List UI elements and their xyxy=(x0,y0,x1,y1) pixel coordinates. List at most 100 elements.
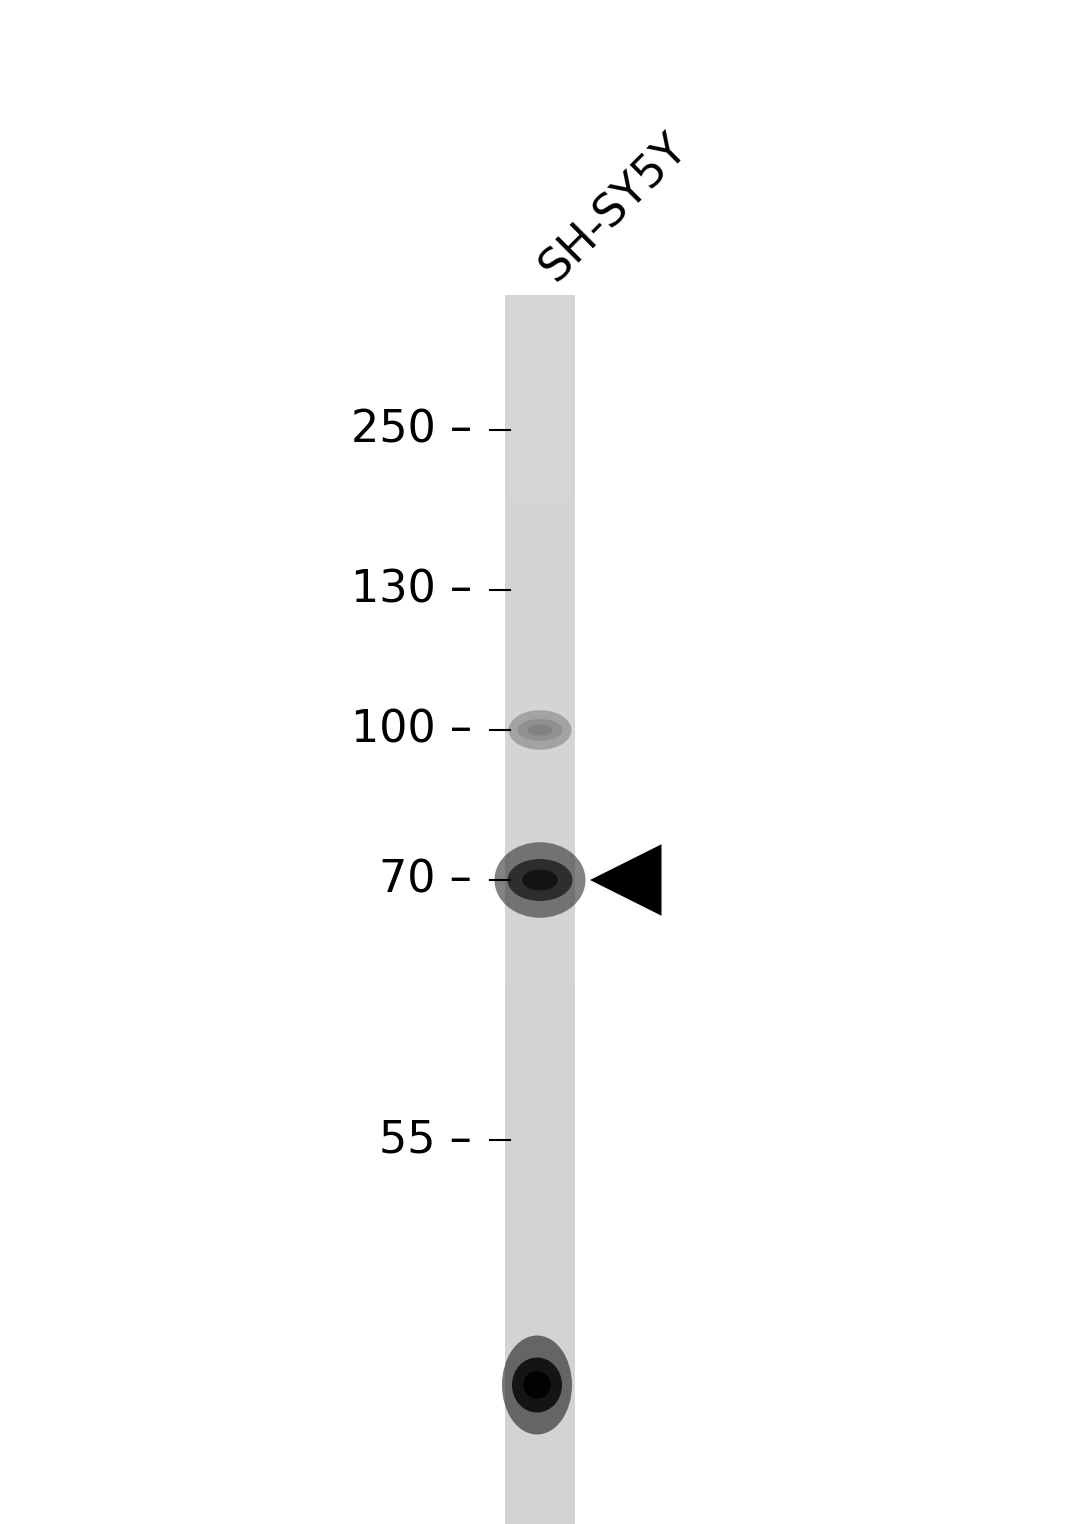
Bar xyxy=(505,296,575,1524)
Bar xyxy=(505,415,575,418)
Bar xyxy=(505,401,575,405)
Bar xyxy=(505,1381,575,1385)
Bar xyxy=(505,939,575,942)
Bar xyxy=(505,430,575,434)
Bar xyxy=(505,934,575,939)
Bar xyxy=(505,861,575,864)
Bar xyxy=(505,1262,575,1266)
Bar xyxy=(505,361,575,364)
Bar xyxy=(505,1135,575,1138)
Bar xyxy=(505,463,575,466)
Bar xyxy=(505,541,575,546)
Bar xyxy=(505,1356,575,1359)
Bar xyxy=(505,315,575,320)
Bar xyxy=(505,1053,575,1058)
Bar xyxy=(505,927,575,930)
Bar xyxy=(505,1148,575,1151)
Bar xyxy=(505,847,575,852)
Bar xyxy=(505,975,575,978)
Bar xyxy=(505,1119,575,1123)
Bar xyxy=(505,1451,575,1454)
Bar xyxy=(505,1209,575,1213)
Bar xyxy=(505,386,575,389)
Bar xyxy=(505,852,575,856)
Bar xyxy=(505,844,575,847)
Bar xyxy=(505,913,575,917)
Bar xyxy=(505,1007,575,1012)
Bar xyxy=(505,1393,575,1398)
Bar xyxy=(505,917,575,922)
Bar xyxy=(505,959,575,963)
Bar xyxy=(505,1323,575,1327)
Bar xyxy=(505,1410,575,1413)
Bar xyxy=(505,796,575,799)
Bar xyxy=(505,1172,575,1177)
Bar xyxy=(505,1250,575,1254)
Bar xyxy=(505,1512,575,1516)
Bar xyxy=(505,1504,575,1507)
Bar xyxy=(505,1332,575,1335)
Bar xyxy=(505,1490,575,1495)
Bar xyxy=(505,643,575,648)
Bar xyxy=(505,1044,575,1049)
Bar xyxy=(505,1213,575,1216)
Bar xyxy=(505,1131,575,1135)
Bar xyxy=(505,1138,575,1143)
Bar xyxy=(505,721,575,725)
Bar xyxy=(505,565,575,570)
Bar xyxy=(505,1315,575,1320)
Bar xyxy=(505,1196,575,1201)
Bar xyxy=(505,701,575,704)
Bar xyxy=(505,364,575,369)
Bar xyxy=(505,1073,575,1077)
Bar xyxy=(505,971,575,975)
Bar xyxy=(505,520,575,524)
Bar xyxy=(505,655,575,660)
Bar xyxy=(505,373,575,376)
Bar xyxy=(505,1180,575,1184)
Ellipse shape xyxy=(494,843,586,917)
Bar xyxy=(505,1020,575,1024)
Bar xyxy=(505,549,575,553)
Bar xyxy=(505,597,575,602)
Bar xyxy=(505,1032,575,1036)
Bar xyxy=(505,1266,575,1269)
Bar xyxy=(505,1385,575,1388)
Bar xyxy=(505,1254,575,1257)
Bar xyxy=(505,1216,575,1221)
Bar xyxy=(505,660,575,663)
Bar xyxy=(505,573,575,578)
Bar xyxy=(505,1123,575,1126)
Bar xyxy=(505,410,575,415)
Bar xyxy=(505,507,575,512)
Text: 70 –: 70 – xyxy=(379,858,472,902)
Bar xyxy=(505,983,575,988)
Bar xyxy=(505,451,575,454)
Bar xyxy=(505,1458,575,1463)
Bar xyxy=(505,418,575,422)
Bar xyxy=(505,1233,575,1237)
Bar xyxy=(505,1303,575,1308)
Bar xyxy=(505,594,575,597)
Bar xyxy=(505,757,575,762)
Bar xyxy=(505,988,575,992)
Bar xyxy=(505,1082,575,1085)
Bar xyxy=(505,713,575,716)
Bar xyxy=(505,876,575,881)
Bar xyxy=(505,1446,575,1451)
Bar xyxy=(505,1425,575,1430)
Bar xyxy=(505,614,575,619)
Bar xyxy=(505,1359,575,1364)
Bar xyxy=(505,738,575,742)
Bar xyxy=(505,692,575,696)
Bar xyxy=(505,332,575,335)
Bar xyxy=(505,1344,575,1347)
Bar xyxy=(505,1242,575,1245)
Bar xyxy=(505,1126,575,1131)
Bar xyxy=(505,881,575,885)
Bar xyxy=(505,1294,575,1298)
Bar xyxy=(505,745,575,750)
Bar xyxy=(505,1373,575,1376)
Bar xyxy=(505,504,575,507)
Bar xyxy=(505,898,575,901)
